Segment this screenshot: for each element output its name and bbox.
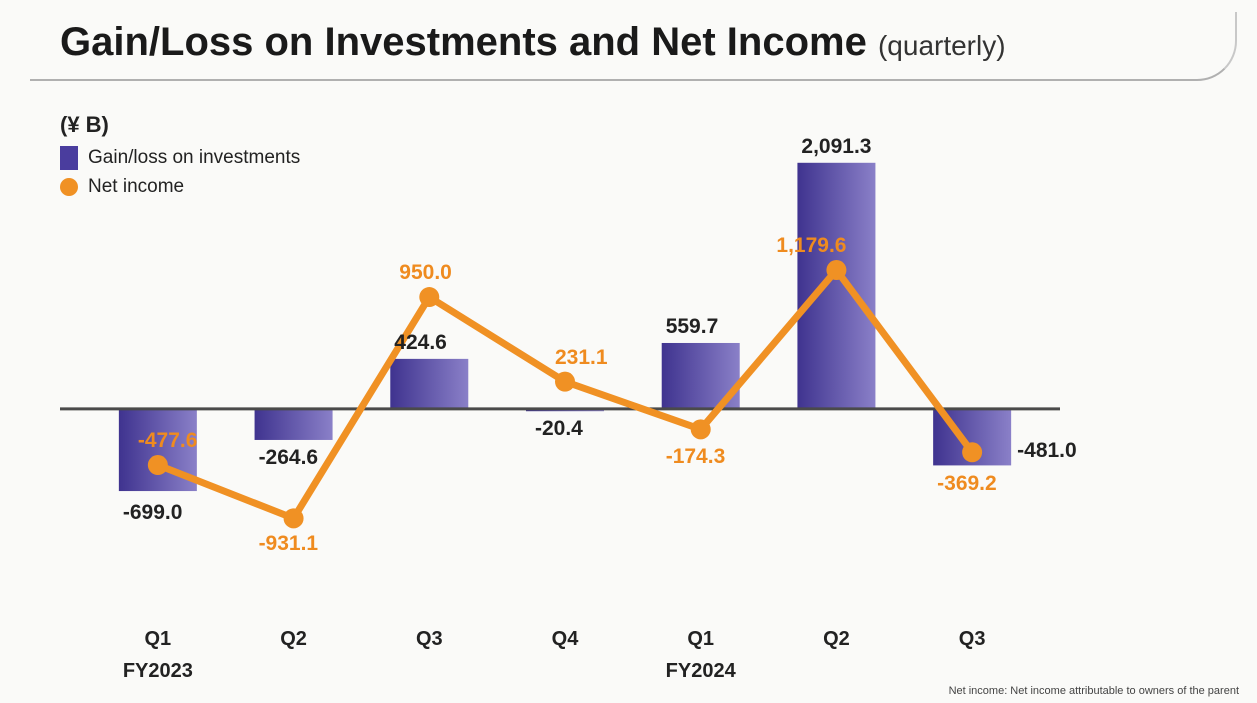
- line-marker: [962, 442, 982, 462]
- x-axis-label: Q1: [145, 628, 172, 651]
- title-main: Gain/Loss on Investments and Net Income: [60, 20, 867, 64]
- bar-value-label: 424.6: [394, 331, 447, 355]
- line-value-label: -477.6: [138, 429, 198, 453]
- bar-value-label: -699.0: [123, 501, 183, 525]
- chart-svg: [60, 130, 1200, 600]
- line-marker: [826, 260, 846, 280]
- x-axis-label: Q1: [687, 628, 714, 651]
- x-axis-label: Q3: [416, 628, 443, 651]
- line-value-label: -369.2: [937, 472, 997, 496]
- bar-value-label: 559.7: [666, 315, 719, 339]
- line-value-label: -174.3: [666, 445, 726, 469]
- line-value-label: 950.0: [399, 261, 452, 285]
- line-marker: [555, 372, 575, 392]
- title-container: Gain/Loss on Investments and Net Income …: [30, 12, 1237, 81]
- line-marker: [148, 455, 168, 475]
- bar: [797, 163, 875, 409]
- line-value-label: 231.1: [555, 346, 608, 370]
- bar: [255, 409, 333, 440]
- bar-value-label: -264.6: [259, 446, 319, 470]
- line-value-label: -931.1: [259, 532, 319, 556]
- line-marker: [691, 419, 711, 439]
- line-value-label: 1,179.6: [776, 234, 846, 258]
- x-axis-label: Q2: [280, 628, 307, 651]
- x-axis-label: Q3: [959, 628, 986, 651]
- x-axis-label: Q2: [823, 628, 850, 651]
- title-sub: (quarterly): [878, 30, 1006, 61]
- bar-value-label: -481.0: [1017, 439, 1077, 463]
- bar-value-label: -20.4: [535, 417, 583, 441]
- bar-value-label: 2,091.3: [801, 135, 871, 159]
- x-axis-label: Q4: [552, 628, 579, 651]
- chart: -699.0 -264.6 424.6 -20.4 559.7 2,091.3 -481.0…: [60, 130, 1200, 600]
- page-title: Gain/Loss on Investments and Net Income …: [60, 20, 1006, 64]
- fy-label: FY2024: [666, 660, 736, 683]
- bar: [390, 359, 468, 409]
- line-marker: [419, 287, 439, 307]
- line-marker: [284, 508, 304, 528]
- footnote: Net income: Net income attributable to o…: [949, 685, 1239, 697]
- fy-label: FY2023: [123, 660, 193, 683]
